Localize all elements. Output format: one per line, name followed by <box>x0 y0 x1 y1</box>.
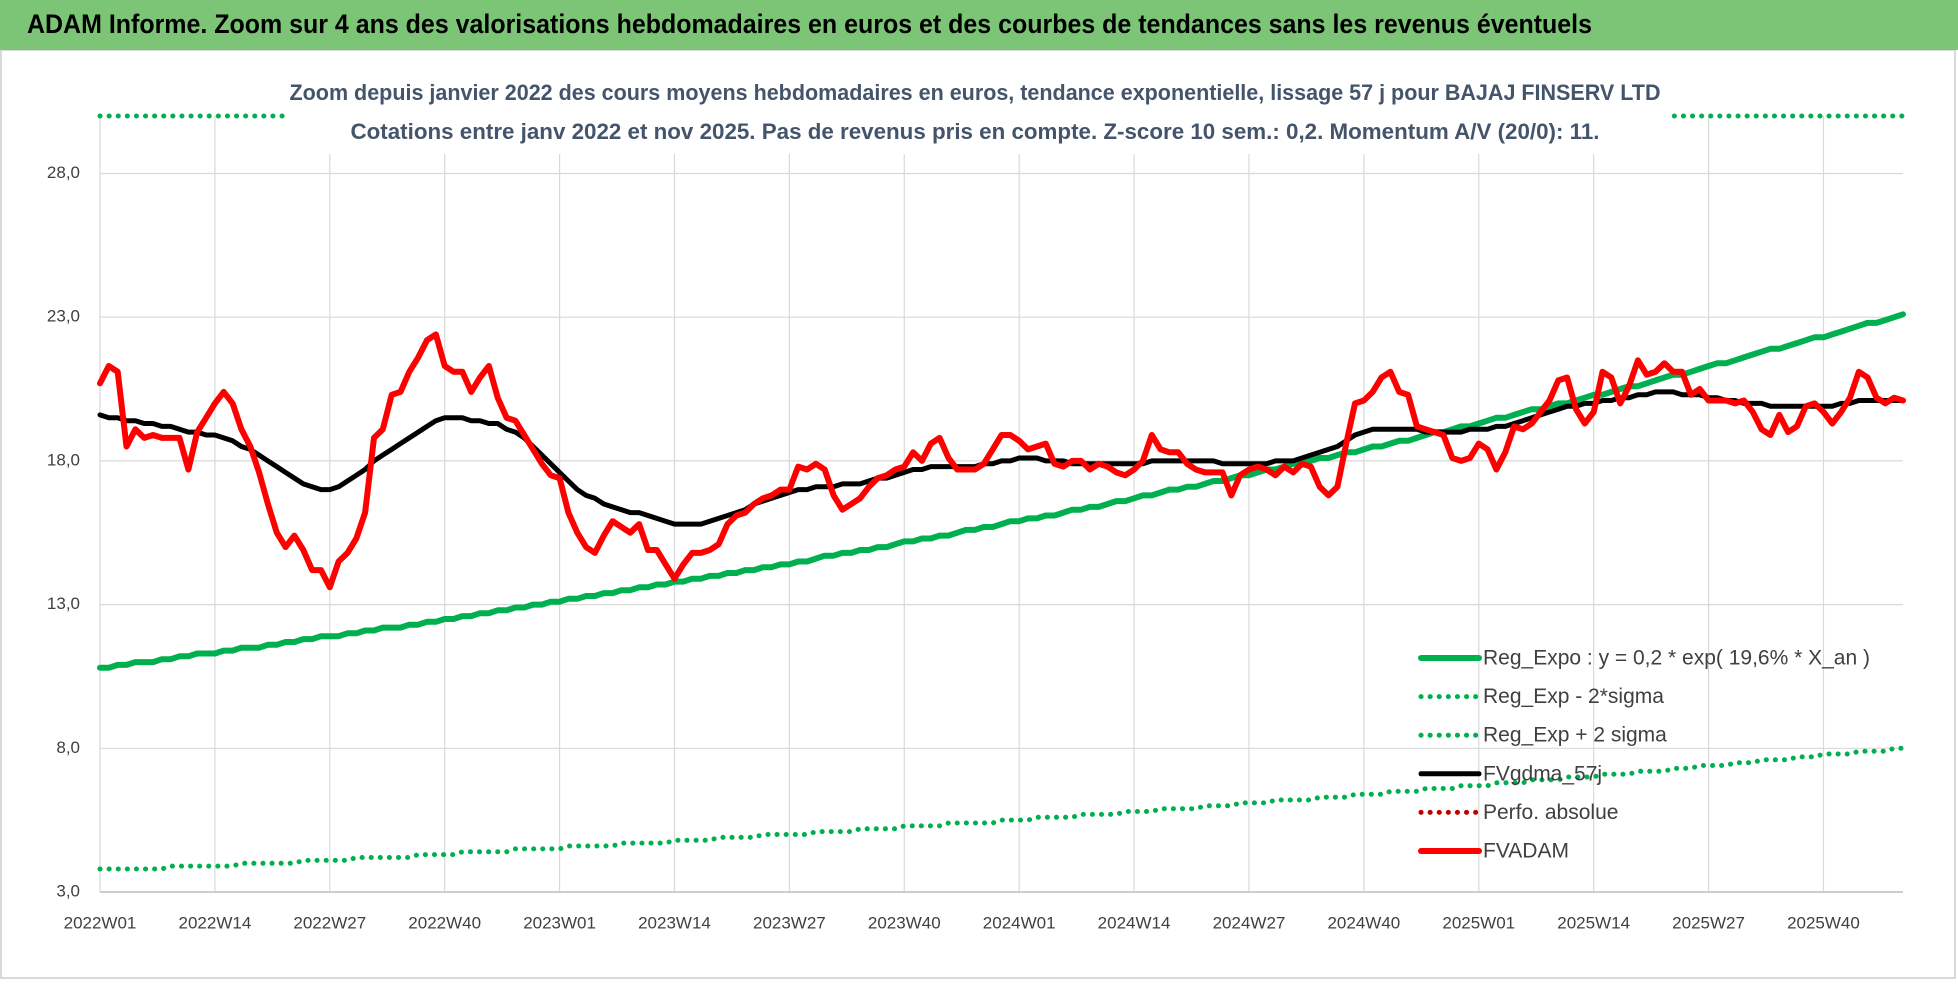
y-tick-label: 13,0 <box>47 594 80 613</box>
x-tick-label: 2023W01 <box>523 913 596 932</box>
legend-label: FVADAM <box>1483 840 1569 863</box>
y-tick-label: 3,0 <box>56 881 80 900</box>
chart-title: Zoom depuis janvier 2022 des cours moyen… <box>290 80 1661 105</box>
x-tick-label: 2022W27 <box>293 913 366 932</box>
legend-label: Reg_Expo : y = 0,2 * exp( 19,6% * X_an ) <box>1483 647 1870 670</box>
series-line <box>97 311 1906 671</box>
x-tick-label: 2023W14 <box>638 913 711 932</box>
series-line <box>97 389 1906 527</box>
legend: Reg_Expo : y = 0,2 * exp( 19,6% * X_an )… <box>1418 647 1870 863</box>
x-tick-label: 2022W40 <box>408 913 481 932</box>
chart-subtitle: Cotations entre janv 2022 et nov 2025. P… <box>351 119 1600 144</box>
x-tick-label: 2024W14 <box>1098 913 1171 932</box>
series-line <box>97 331 1906 591</box>
x-tick-label: 2022W01 <box>64 913 137 932</box>
x-tick-label: 2025W40 <box>1787 913 1860 932</box>
x-tick-label: 2024W27 <box>1213 913 1286 932</box>
legend-label: Reg_Exp - 2*sigma <box>1483 685 1664 708</box>
x-tick-label: 2025W14 <box>1557 913 1630 932</box>
legend-label: FVgdma_57j <box>1483 762 1602 785</box>
x-tick-label: 2024W01 <box>983 913 1056 932</box>
header-bar <box>0 0 1958 50</box>
x-tick-label: 2022W14 <box>179 913 252 932</box>
legend-label: Perfo. absolue <box>1483 801 1618 824</box>
legend-label: Reg_Exp + 2 sigma <box>1483 724 1667 747</box>
y-tick-label: 23,0 <box>47 307 80 326</box>
x-tick-label: 2025W27 <box>1672 913 1745 932</box>
series-line <box>97 745 1906 872</box>
y-tick-label: 28,0 <box>47 163 80 182</box>
x-tick-label: 2023W40 <box>868 913 941 932</box>
header-title: ADAM Informe. Zoom sur 4 ans des valoris… <box>27 9 1592 39</box>
x-tick-label: 2024W40 <box>1327 913 1400 932</box>
plot-area: 3,0 8,0 13,0 18,0 23,0 28,0 2022W01 2022W14 2022… <box>47 113 1906 932</box>
title-box <box>285 72 1671 154</box>
y-tick-label: 18,0 <box>47 450 80 469</box>
y-tick-label: 8,0 <box>56 738 80 757</box>
x-tick-label: 2025W01 <box>1442 913 1515 932</box>
x-tick-label: 2023W27 <box>753 913 826 932</box>
